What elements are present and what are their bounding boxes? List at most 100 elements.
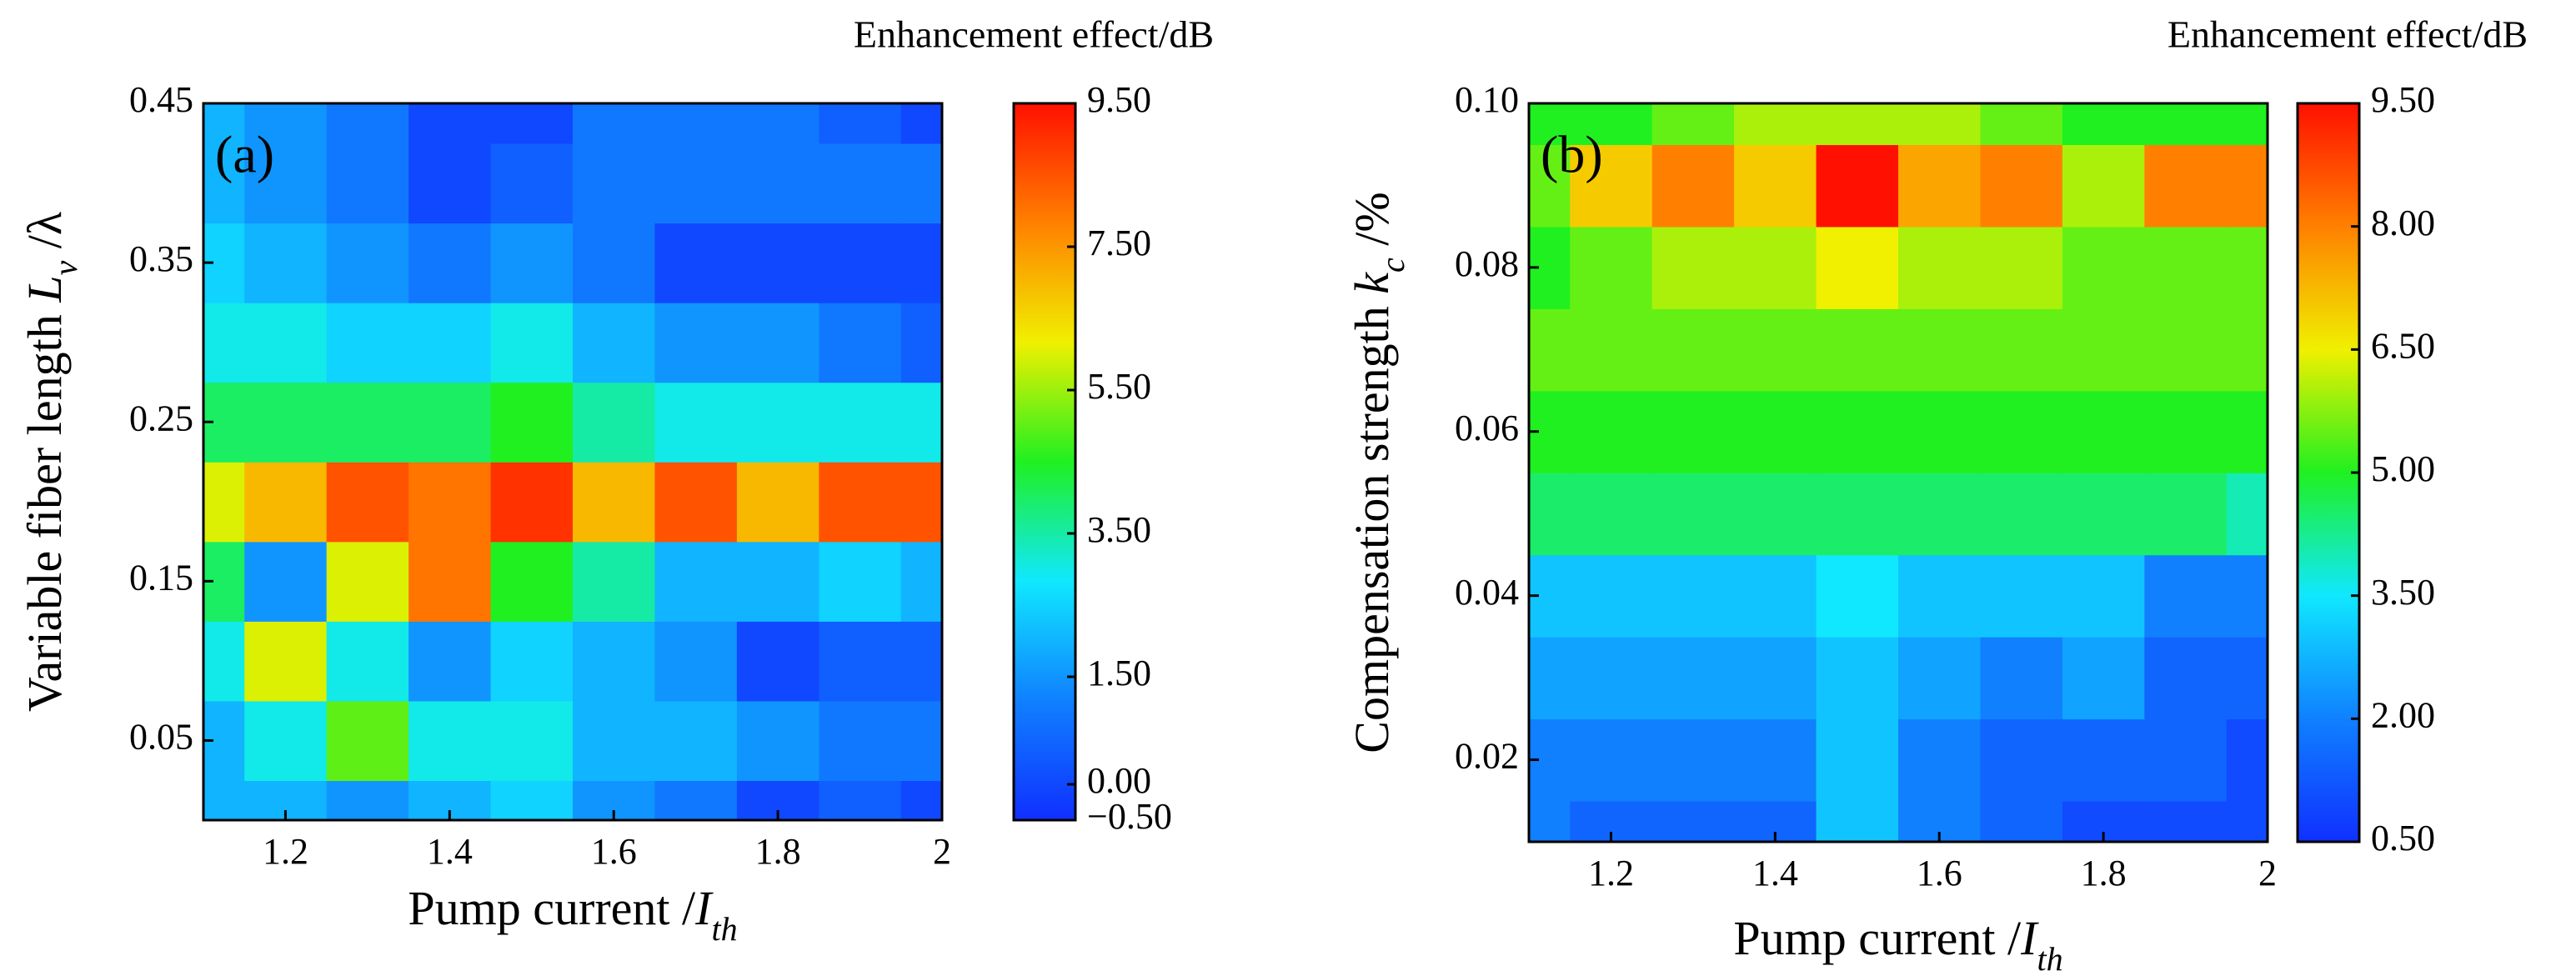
colorbar-tick-label: 3.50 (1087, 509, 1151, 550)
heatmap-cell (2226, 554, 2268, 638)
heatmap-cell (1898, 473, 1982, 556)
heatmap-cell (244, 143, 328, 224)
colorbar-tick-label: 9.50 (1087, 79, 1151, 120)
colorbar-tick-label: 8.00 (2371, 203, 2435, 243)
x-axis-label: Pump current /Ith (1733, 911, 2062, 976)
heatmap-cell (1529, 800, 1571, 842)
heatmap-cell (2144, 800, 2228, 842)
heatmap-cell (573, 143, 656, 224)
heatmap-cell (900, 700, 942, 782)
heatmap-cell (2144, 718, 2228, 802)
colorbar-tick-label: 1.50 (1087, 653, 1151, 693)
heatmap-cell (244, 462, 328, 543)
x-tick-label: 1.6 (1917, 853, 1962, 893)
heatmap-cell (1734, 103, 1817, 146)
heatmap-cell (326, 302, 409, 383)
heatmap-cell (1898, 718, 1982, 802)
heatmap-cell (654, 700, 738, 782)
heatmap-cell (819, 780, 902, 820)
axis-label-part: Variable fiber length (18, 303, 72, 712)
heatmap-cell (1980, 103, 2063, 146)
heatmap-cell (1980, 636, 2063, 720)
heatmap-cell (244, 382, 328, 463)
heatmap-cell (1816, 718, 1899, 802)
x-axis-label: Pump current /Ith (408, 881, 737, 947)
y-tick-label: 0.04 (1455, 572, 1519, 613)
plot-frame (1527, 102, 2269, 843)
heatmap-cell (819, 541, 902, 622)
heatmap-cell (2144, 226, 2228, 309)
heatmap-cell (1816, 390, 1899, 473)
heatmap-cell (1651, 800, 1735, 842)
heatmap-cell (1570, 308, 1653, 392)
y-tick-label: 0.08 (1455, 243, 1519, 284)
heatmap-cell (2226, 226, 2268, 309)
y-tick-label: 0.45 (129, 79, 193, 120)
heatmap-cell (2144, 103, 2228, 146)
heatmap-cell (819, 302, 902, 383)
x-tick-label: 1.4 (1752, 853, 1798, 893)
heatmap-cell (1734, 144, 1817, 228)
heatmap-cell (1651, 226, 1735, 309)
heatmap-cell (326, 223, 409, 303)
heatmap-cell (819, 223, 902, 303)
heatmap-cell (326, 462, 409, 543)
heatmap-cell (900, 143, 942, 224)
heatmap-cell (1734, 390, 1817, 473)
heatmap-cell (490, 143, 574, 224)
heatmap-cell (1898, 390, 1982, 473)
axis-label-part: Pump current / (1733, 911, 2022, 965)
heatmap-cell (2062, 226, 2146, 309)
heatmap-cell (573, 541, 656, 622)
heatmap-cell (326, 700, 409, 782)
heatmap-cell (2226, 800, 2268, 842)
heatmap-cell (408, 621, 492, 702)
heatmap-cell (1980, 390, 2063, 473)
heatmap-cell (1651, 473, 1735, 556)
heatmap-cell (203, 302, 246, 383)
heatmap-cell (900, 223, 942, 303)
heatmap-cell (2144, 636, 2228, 720)
heatmap-cell (2144, 144, 2228, 228)
heatmap-cell (1816, 636, 1899, 720)
heatmap-cell (1570, 144, 1653, 228)
heatmap-cell (819, 143, 902, 224)
colorbar-tick-label: 0.50 (2371, 818, 2435, 858)
y-tick-label: 0.35 (129, 238, 193, 279)
heatmap-cell (244, 541, 328, 622)
heatmap-cell (326, 541, 409, 622)
heatmap-cell (203, 780, 246, 820)
heatmap-cell (408, 223, 492, 303)
heatmap-cell (1898, 554, 1982, 638)
colorbar-label: Enhancement effect/dB (2168, 13, 2528, 56)
heatmap-cell (490, 382, 574, 463)
colorbar (1012, 102, 1077, 822)
heatmap-cell (736, 541, 820, 622)
heatmap-cell (900, 462, 942, 543)
heatmap-cell (654, 143, 738, 224)
heatmap-cell (736, 462, 820, 543)
colorbar-tick-label: 6.50 (2371, 325, 2435, 366)
heatmap-cell (203, 143, 246, 224)
heatmap-cell (1651, 308, 1735, 392)
heatmap-cell (2226, 636, 2268, 720)
heatmap-cell (2226, 103, 2268, 146)
colorbar-tick-label: 7.50 (1087, 223, 1151, 263)
heatmap-cell (408, 103, 492, 144)
heatmap-cell (654, 382, 738, 463)
heatmap-cell (326, 780, 409, 820)
axis-label-part: v (47, 261, 84, 276)
colorbar-tick-label: 9.50 (2371, 79, 2435, 120)
heatmap-cell (1734, 473, 1817, 556)
heatmap-cell (1734, 226, 1817, 309)
heatmap-cell (654, 462, 738, 543)
heatmap-cell (1734, 718, 1817, 802)
heatmap-cell (1898, 103, 1982, 146)
heatmap-cell (2226, 390, 2268, 473)
heatmap-cell (1651, 144, 1735, 228)
colorbar-tick-label: 5.50 (1087, 366, 1151, 407)
heatmap-cell (2226, 308, 2268, 392)
heatmap-cell (490, 700, 574, 782)
heatmap-cell (573, 621, 656, 702)
heatmap-cell (1898, 144, 1982, 228)
